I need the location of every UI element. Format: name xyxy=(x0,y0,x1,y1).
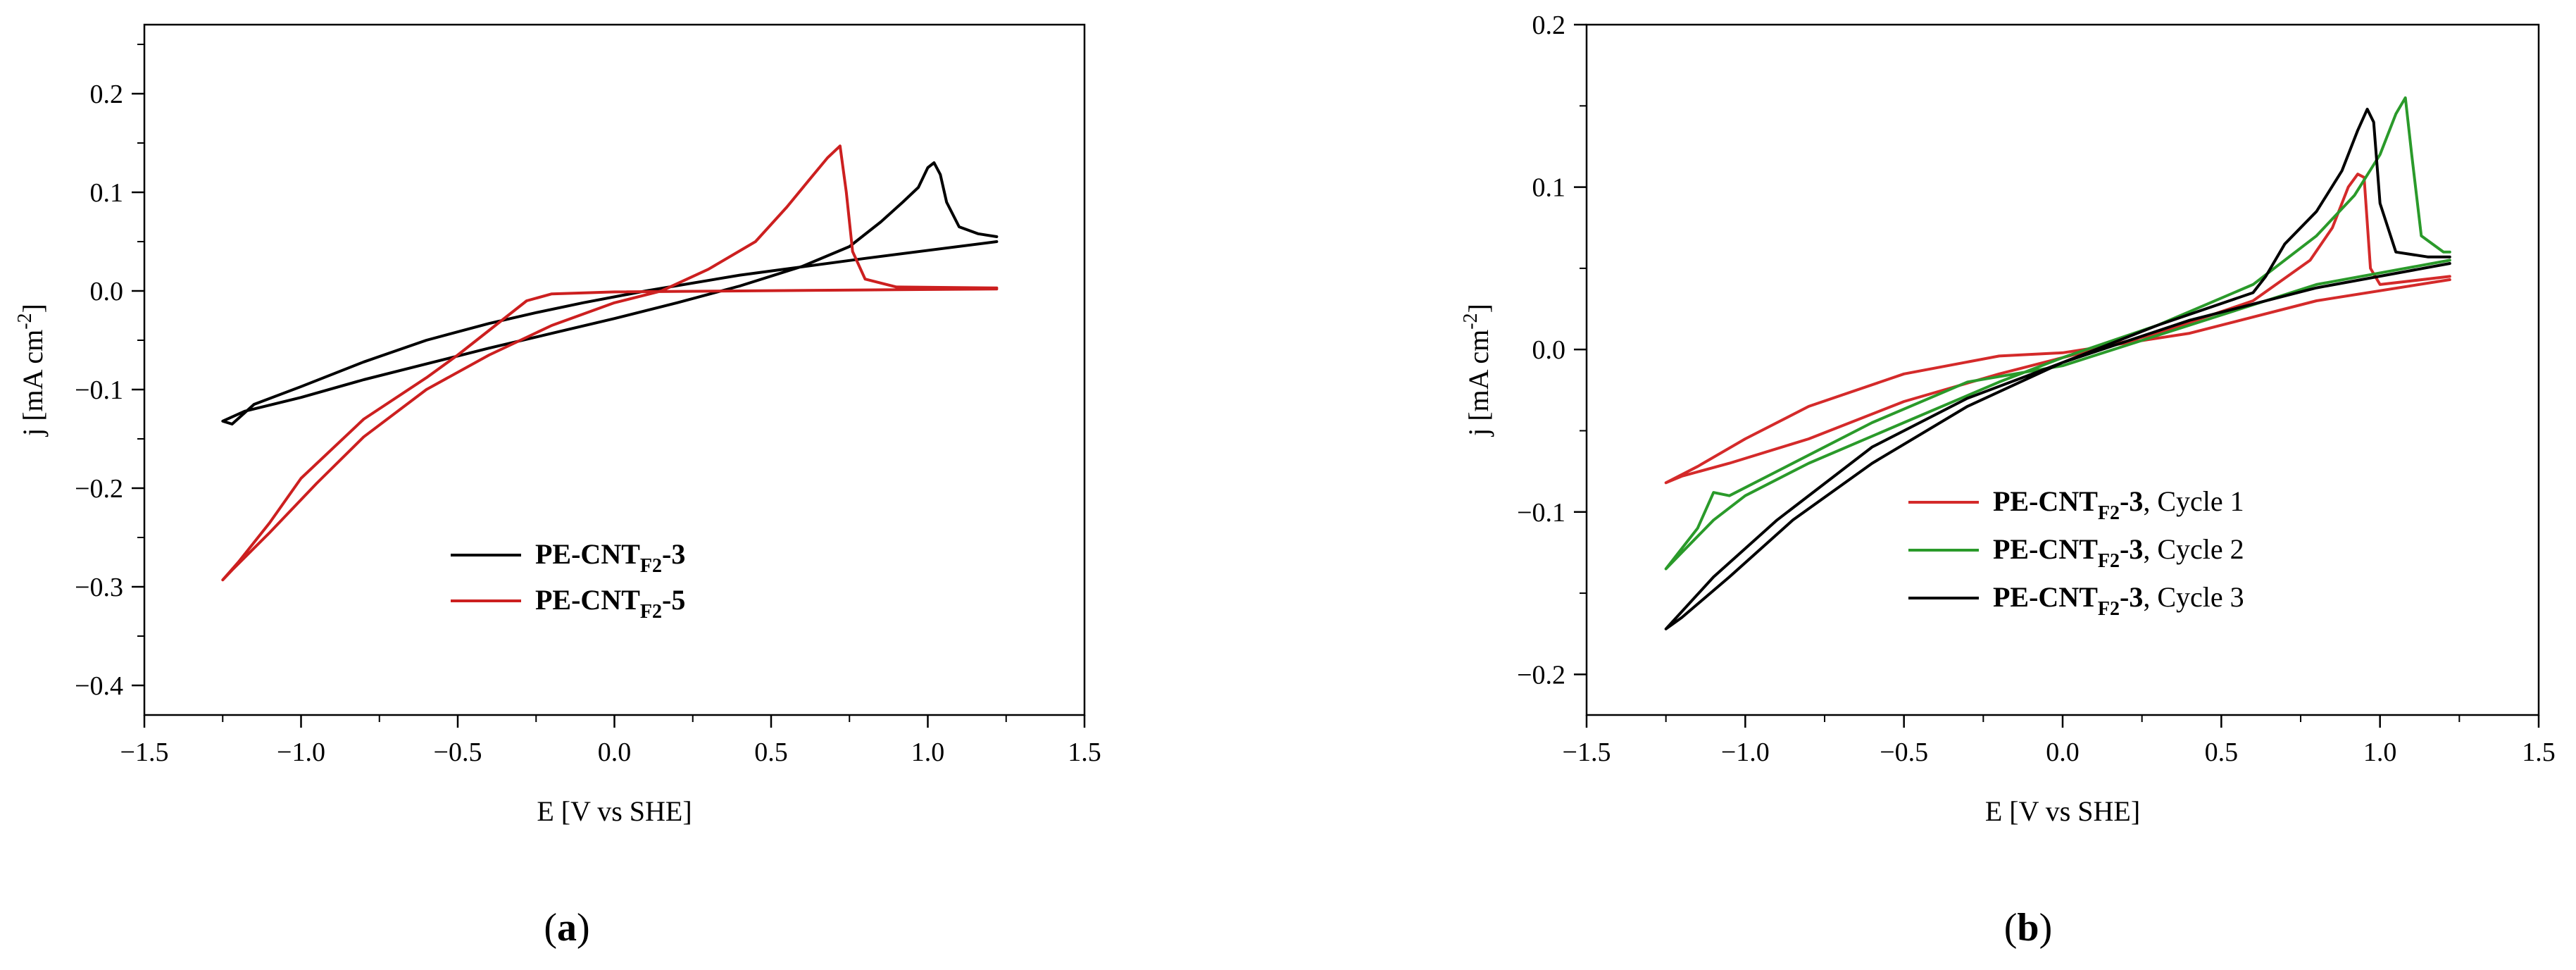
legend-name: PE-CNT xyxy=(1993,485,2098,517)
panel-a-y-tick-label: −0.2 xyxy=(75,474,123,504)
panel-label-open: ( xyxy=(2004,906,2018,950)
legend-suffix: -3 xyxy=(2120,581,2143,613)
panel-b-legend-label-3: PE-CNTF2-3, Cycle 3 xyxy=(1993,581,2244,620)
panel-a-x-tick-label: 1.0 xyxy=(911,738,945,767)
panel-a-x-tick-label: −1.5 xyxy=(120,738,169,767)
panel-label-letter: b xyxy=(2017,906,2039,950)
panel-b-label: (b) xyxy=(2004,906,2052,950)
legend-subscript: F2 xyxy=(2098,502,2120,524)
legend-name: PE-CNT xyxy=(1993,533,2098,565)
panel-a-y-axis-title-end: ] xyxy=(17,304,49,313)
panel-b-series-3-line xyxy=(1664,107,2451,630)
panel-a-y-tick-label: −0.1 xyxy=(75,375,123,405)
legend-suffix: -3 xyxy=(2120,533,2143,565)
panel-a-x-tick-label: −0.5 xyxy=(434,738,482,767)
legend-subscript: F2 xyxy=(640,555,662,577)
panel-a-x-tick-label: −1.0 xyxy=(277,738,325,767)
panel-a-y-tick-label: 0.0 xyxy=(90,277,124,306)
panel-b-legend-label-1: PE-CNTF2-3, Cycle 1 xyxy=(1993,485,2244,524)
panel-b-x-tick-label: 1.5 xyxy=(2522,738,2556,767)
panel-b-y-tick-label: −0.2 xyxy=(1517,660,1565,690)
chart-panel-a: −1.5 −1.0 −0.5 0.0 0.5 1.0 1.5 −0.4 −0.3 −0.2 −0.1… xyxy=(14,23,1101,950)
panel-a-y-tick-label: 0.1 xyxy=(90,178,124,208)
legend-tail: , Cycle 3 xyxy=(2143,581,2244,613)
panel-label-close: ) xyxy=(2039,906,2053,950)
legend-suffix: -5 xyxy=(662,584,685,616)
panel-b-series-1-line xyxy=(1664,173,2451,485)
chart-panel-b: −1.5 −1.0 −0.5 0.0 0.5 1.0 1.5 −0.2 −0.1 0.0 0.1 0.… xyxy=(1460,11,2556,950)
panel-a-legend-label-1: PE-CNTF2-3 xyxy=(535,538,685,577)
legend-name: PE-CNT xyxy=(535,584,640,616)
panel-b-x-tick-label: −0.5 xyxy=(1880,738,1928,767)
panel-b-y-tick-label: 0.0 xyxy=(1532,335,1566,365)
panel-b-y-tick-label: 0.1 xyxy=(1532,173,1566,203)
panel-b-x-tick-label: −1.5 xyxy=(1563,738,1611,767)
panel-label-open: ( xyxy=(544,906,557,950)
panel-a-y-axis-title: j [mA cm-2] xyxy=(14,304,49,437)
legend-tail: , Cycle 1 xyxy=(2143,485,2244,517)
legend-suffix: -3 xyxy=(2120,485,2143,517)
panel-a-y-axis-title-sup: -2 xyxy=(14,313,36,329)
legend-subscript: F2 xyxy=(2098,598,2120,620)
panel-a-x-tick-label: 0.0 xyxy=(598,738,632,767)
legend-tail: , Cycle 2 xyxy=(2143,533,2244,565)
panel-b-y-tick-label: 0.2 xyxy=(1532,11,1566,40)
panel-b-y-axis-title-sup: -2 xyxy=(1460,313,1482,329)
panel-a-legend-label-2: PE-CNTF2-5 xyxy=(535,584,685,623)
legend-name: PE-CNT xyxy=(1993,581,2098,613)
panel-b-legend-label-2: PE-CNTF2-3, Cycle 2 xyxy=(1993,533,2244,572)
panel-b-y-tick-label: −0.1 xyxy=(1517,498,1565,528)
panel-a-y-tick-label: −0.3 xyxy=(75,573,123,602)
panel-a-y-tick-label: −0.4 xyxy=(75,671,123,701)
panel-label-letter: a xyxy=(557,906,577,950)
panel-label-close: ) xyxy=(577,906,590,950)
panel-b-x-tick-label: 0.0 xyxy=(2046,738,2080,767)
panel-b-y-axis-title-end: ] xyxy=(1463,304,1494,313)
panel-b-x-axis-title: E [V vs SHE] xyxy=(1985,795,2140,827)
panel-a-series-2-line xyxy=(221,144,999,582)
panel-a-x-axis-title: E [V vs SHE] xyxy=(537,795,692,827)
legend-suffix: -3 xyxy=(662,538,685,570)
legend-subscript: F2 xyxy=(640,601,662,623)
panel-b-x-tick-label: 0.5 xyxy=(2205,738,2239,767)
panel-a-x-tick-label: 1.5 xyxy=(1068,738,1101,767)
legend-name: PE-CNT xyxy=(535,538,640,570)
panel-b-x-tick-label: 1.0 xyxy=(2363,738,2397,767)
legend-subscript: F2 xyxy=(2098,550,2120,572)
panel-a-y-axis-title-main: j [mA cm xyxy=(17,330,49,437)
panel-a-y-tick-label: 0.2 xyxy=(90,80,124,109)
panel-b-y-axis-title: j [mA cm-2] xyxy=(1460,304,1494,437)
panel-b-x-tick-label: −1.0 xyxy=(1721,738,1770,767)
panel-a-label: (a) xyxy=(544,906,589,950)
panel-a-x-tick-label: 0.5 xyxy=(754,738,788,767)
panel-b-y-axis-title-main: j [mA cm xyxy=(1463,330,1494,437)
panel-b-series-2-line xyxy=(1664,96,2451,571)
